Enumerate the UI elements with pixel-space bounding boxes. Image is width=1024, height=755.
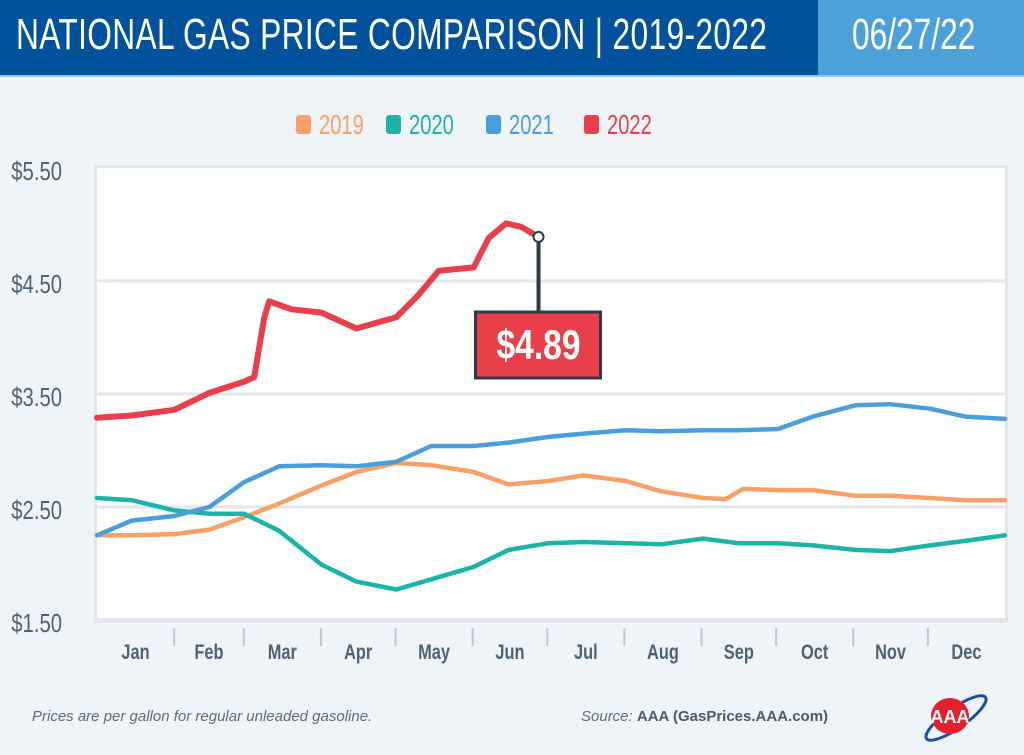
y-tick-label: $2.50 [11,496,62,525]
x-tick-label: Sep [724,640,754,663]
y-tick-label: $5.50 [11,157,62,186]
latest-point-marker [532,230,545,243]
page-title: NATIONAL GAS PRICE COMPARISON | 2019-202… [16,10,768,59]
x-tick-label: Apr [344,640,373,663]
y-tick-label: $1.50 [11,609,62,638]
x-tick-label: Jul [574,640,598,663]
legend-swatch-2020 [386,115,401,134]
source-text: AAA (GasPrices.AAA.com) [636,708,829,725]
callout-box [474,310,603,380]
y-tick-label: $4.50 [11,270,62,299]
series-line-2021 [94,401,1008,538]
source-credit: Source: AAA (GasPrices.AAA.com) [581,708,828,725]
x-tick-label: Mar [268,640,298,663]
x-tick-label: Jun [495,640,524,663]
svg-text:AAA: AAA [931,707,970,727]
report-date: 06/27/22 [852,10,976,59]
x-tick-label: Aug [647,640,679,663]
legend-label-2022: 2022 [607,110,652,141]
footnote: Prices are per gallon for regular unlead… [32,708,373,725]
legend-swatch-2019 [296,115,311,134]
y-tick-label: $3.50 [11,383,62,412]
header-date-box [818,0,1024,75]
legend-label-2021: 2021 [509,110,554,141]
aaa-logo: AAA [924,694,988,742]
series-line-2022 [94,220,542,421]
header-bar [0,0,818,75]
legend-label-2019: 2019 [319,110,364,141]
legend-label-2020: 2020 [409,110,454,141]
legend-swatch-2022 [584,115,599,134]
x-tick-label: May [418,640,450,663]
callout-label: $4.89 [497,323,581,369]
x-tick-label: Jan [121,640,149,663]
series-line-2020 [94,495,1008,592]
x-tick-label: Nov [875,640,906,663]
x-tick-label: Oct [801,640,829,663]
x-tick-label: Dec [951,640,981,663]
legend-swatch-2021 [486,115,501,134]
x-tick-label: Feb [194,640,223,663]
source-label: Source: [581,708,633,725]
header-divider [0,75,1024,77]
